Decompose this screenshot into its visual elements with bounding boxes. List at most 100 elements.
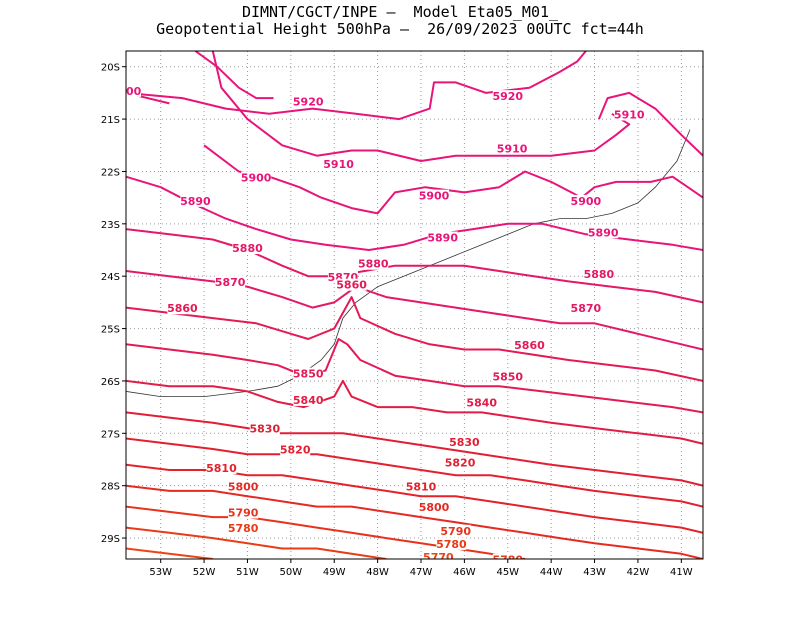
contour-label-bg [492,90,523,103]
contour-label-5920: 5920 [293,95,324,108]
contour-label-5880: 5880 [358,258,389,271]
y-tick-label: 21S [101,115,120,126]
contour-label-bg [276,596,306,608]
contour-label-5890: 5890 [588,226,619,239]
contour-label-5780: 5780 [228,522,259,535]
x-tick-label: 45W [496,567,519,578]
map-title: DIMNT/CGCT/INPE – Model Eta05_M01_ Geopo… [0,4,800,38]
contour-label-bg [492,370,523,383]
contour-label-bg [280,443,311,456]
contour-5770-line-0 [126,547,213,559]
contour-label-5850: 5850 [492,370,523,383]
contour-label-bg [293,367,324,380]
contour-5920-line-2 [597,91,703,157]
contour-label-5870: 5870 [215,276,246,289]
contour-label-bg [228,522,259,535]
contour-label-5840: 5840 [466,397,497,410]
contour-label-bg [323,158,354,171]
y-tick-label: 25S [101,325,120,336]
contour-label-5900: 5900 [571,195,602,208]
contour-label-5790: 5790 [440,525,471,538]
y-tick-label: 26S [101,377,120,388]
contour-label-5920: 5910 [614,108,645,121]
contour-5800-line-0 [126,484,703,559]
contour-label-bg [423,551,454,559]
contour-5920-line-1 [194,51,274,100]
contour-label-bg [228,480,259,493]
contour-label-bg [419,501,450,514]
x-tick-label: 47W [410,567,433,578]
contour-label-5830: 5830 [449,436,480,449]
contour-5900-line-1 [203,144,703,215]
contour-label-5800: 5800 [419,501,450,514]
x-tick-label: 43W [583,567,606,578]
contour-label-bg [427,231,458,244]
contour-label-bg [570,302,601,315]
x-tick-label: 46W [453,567,476,578]
contour-label-5820: 5820 [280,444,311,457]
x-tick-label: 48W [366,567,389,578]
contour-label-5850: 5850 [293,368,324,381]
contour-label-bg [241,171,272,184]
contour-label-bg [249,422,280,435]
contour-label-bg [293,393,324,406]
contour-label-5770: 5770 [423,551,454,564]
contour-label-5870: 5870 [571,302,602,315]
contour-label-5920: 5920 [492,90,523,103]
contour-label-5860: 5860 [514,339,545,352]
contour-label-5900: 5900 [111,85,142,98]
contour-label-5880: 5880 [584,268,615,281]
contour-label-bg [419,189,450,202]
contour-label-bg [514,338,545,351]
contour-label-5790: 5790 [228,506,259,519]
y-tick-label: 23S [101,220,120,231]
contour-label-5860: 5860 [167,302,198,315]
contour-label-bg [167,302,198,315]
x-tick-label: 49W [323,567,346,578]
contour-label-5830: 5830 [250,423,281,436]
contour-label-5810: 5810 [206,462,237,475]
title-line-2: Geopotential Height 500hPa – 26/09/2023 … [156,20,644,38]
contour-label-5780: 5780 [492,554,523,567]
contour-label-bg [206,461,237,474]
contour-label-bg [445,456,476,469]
y-tick-label: 22S [101,167,120,178]
contour-label-5860: 5860 [336,279,367,292]
contour-label-5910: 5910 [497,143,528,156]
contour-label-bg [436,537,467,550]
contour-label-5820: 5820 [445,457,476,470]
contour-label-5780: 5780 [436,538,467,551]
y-axis: 20S 21S 22S 23S 24S 25S 26S 27S 28S 29S [101,63,126,545]
contour-label-bg [588,226,619,239]
contour-label-5740: 5740 [276,596,307,609]
coastline-segment-0 [126,129,691,397]
plot-frame [125,50,704,560]
contour-labels: 5920 5920 5910 5910 5910 5900 5900 5900 5900 5890… [111,84,645,609]
contour-label-5800: 5800 [228,480,259,493]
contour-label-bg [215,276,246,289]
x-tick-label: 42W [627,567,650,578]
contour-label-5890: 5890 [180,195,211,208]
contour-label-bg [358,257,389,270]
y-tick-label: 28S [101,482,120,493]
contour-label-bg [492,553,523,559]
y-tick-label: 29S [101,534,120,545]
contour-label-bg [126,84,141,97]
contour-label-5900: 5900 [419,190,450,203]
contour-label-bg [614,108,645,121]
contour-label-bg [180,194,211,207]
contour-5830-line-0 [126,411,703,487]
x-tick-label: 41W [670,567,693,578]
contour-label-bg [466,396,497,409]
contour-label-bg [440,524,471,537]
contour-5860-line-0 [126,296,703,382]
contour-label-bg [497,142,528,155]
contour-5910-line-0 [211,51,631,162]
y-tick-label: 27S [101,429,120,440]
contour-label-5890: 5890 [427,232,458,245]
plot-area [126,51,703,559]
x-axis: 53W 52W 51W 50W 49W 48W 47W 46W 45W 44W 43W 42W 41W [149,559,693,578]
contour-label-5910: 5910 [323,158,354,171]
contour-label-bg [293,95,324,108]
contour-label-bg [583,268,614,281]
